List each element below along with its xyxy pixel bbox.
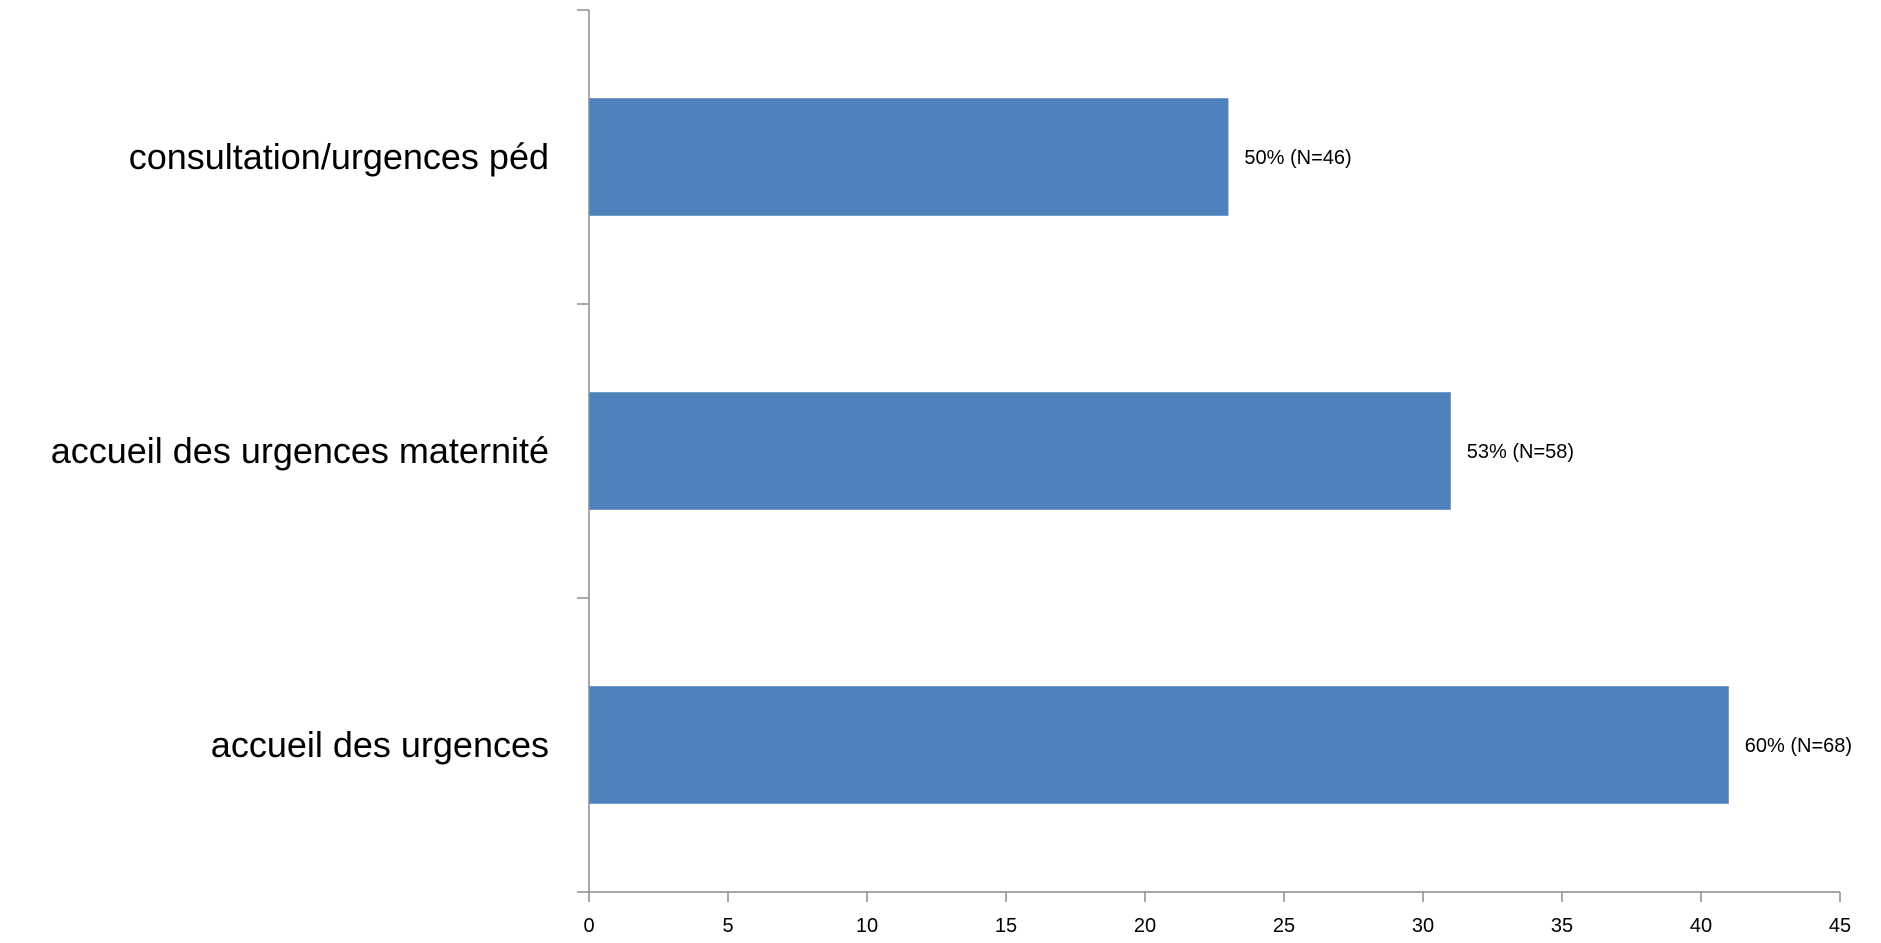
bar <box>589 392 1451 510</box>
x-tick-label: 0 <box>583 915 594 937</box>
category-label: accueil des urgences maternité <box>51 430 549 471</box>
x-tick-label: 25 <box>1273 915 1295 937</box>
x-tick-label: 30 <box>1412 915 1434 937</box>
bar-data-label: 60% (N=68) <box>1745 735 1852 757</box>
category-labels-group: consultation/urgences péd accueil des urg… <box>51 136 549 765</box>
bar <box>589 686 1729 804</box>
bar-data-label: 53% (N=58) <box>1467 441 1574 463</box>
y-ticks-group <box>577 9 589 893</box>
x-tick-label: 10 <box>856 915 878 937</box>
x-tick-label: 45 <box>1829 915 1851 937</box>
x-tick-label: 15 <box>995 915 1017 937</box>
bar-data-label: 50% (N=46) <box>1244 147 1351 169</box>
x-tick-label: 20 <box>1134 915 1156 937</box>
category-label: consultation/urgences péd <box>129 136 549 177</box>
bar <box>589 98 1229 216</box>
bars-group <box>589 98 1729 804</box>
category-label: accueil des urgences <box>211 724 549 765</box>
data-labels-group: 50% (N=46) 53% (N=58) 60% (N=68) <box>1244 147 1852 757</box>
x-tick-label: 40 <box>1690 915 1712 937</box>
x-tick-label: 35 <box>1551 915 1573 937</box>
axes-group <box>588 10 1840 893</box>
x-tick-label: 5 <box>722 915 733 937</box>
x-ticks-group: 0 5 10 15 20 25 30 35 40 45 <box>583 892 1851 937</box>
